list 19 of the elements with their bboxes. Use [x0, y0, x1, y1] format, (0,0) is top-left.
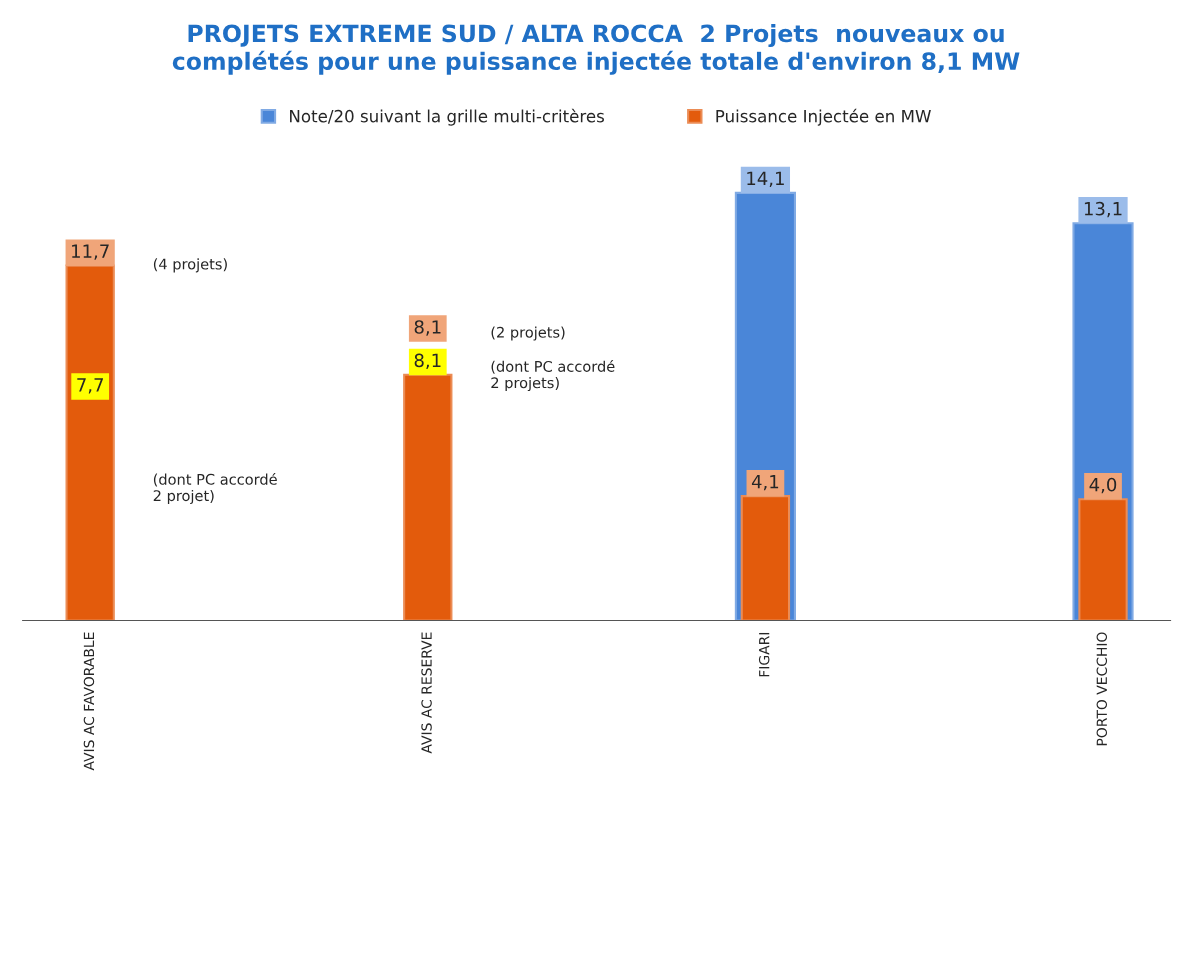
chart-title: PROJETS EXTREME SUD / ALTA ROCCA 2 Projets nouveaux ou complétés pour une puissance injectée totale d'environ 8,1 MW	[172, 24, 1020, 75]
x-tick-label: PORTO VECCHIO	[1096, 632, 1108, 746]
data-label: 11,7	[72, 244, 109, 260]
annotation: 8,1	[414, 353, 441, 369]
x-tick-label: AVIS AC FAVORABLE	[83, 632, 95, 771]
legend-label: Note/20 suivant la grille multi-critères	[290, 108, 604, 126]
x-tick-label: FIGARI	[758, 632, 770, 677]
data-label: 4,1	[751, 475, 779, 491]
x-tick-label: AVIS AC RESERVE	[421, 632, 432, 754]
data-label: 13,1	[1084, 201, 1122, 218]
annotation: (2 projets)	[491, 326, 565, 341]
data-label: 4,0	[1089, 477, 1117, 494]
annotation: 7,7	[77, 378, 103, 394]
data-label: 14,1	[747, 171, 784, 188]
legend-label: Puissance Injectée en MW	[716, 108, 931, 126]
annotation: (dont PC accordé 2 projets)	[491, 360, 615, 392]
data-label: 8,1	[414, 320, 441, 336]
annotation: (4 projets)	[153, 258, 227, 273]
annotation: (dont PC accordé 2 projet)	[153, 472, 277, 504]
